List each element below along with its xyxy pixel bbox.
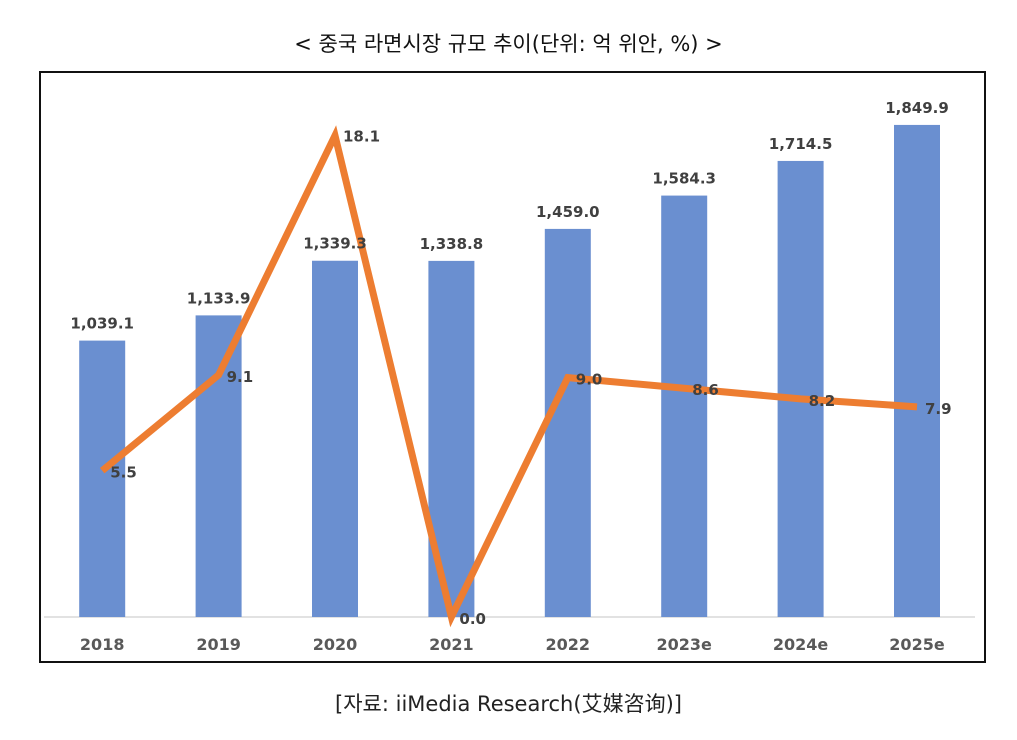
bar-2024e (777, 160, 824, 617)
source-note: [자료: iiMedia Research(艾媒咨询)] (335, 692, 682, 716)
x-tick-2024e: 2024e (773, 635, 829, 654)
bar-2023e (661, 195, 708, 617)
line-label-2021: 0.0 (459, 610, 486, 628)
x-tick-2018: 2018 (80, 635, 125, 654)
bar-2025e (894, 124, 940, 617)
bar-label-2024e: 1,714.5 (769, 135, 833, 153)
bar-label-2023e: 1,584.3 (652, 170, 716, 188)
line-label-2018: 5.5 (110, 464, 137, 482)
chart-frame (39, 71, 986, 663)
bar-2019 (195, 315, 242, 617)
x-tick-2023e: 2023e (657, 635, 713, 654)
bar-label-2022: 1,459.0 (536, 203, 600, 221)
growth-line (99, 125, 918, 628)
line-label-2023e: 8.6 (692, 381, 719, 399)
x-tick-2021: 2021 (429, 635, 474, 654)
bar-label-2020: 1,339.3 (303, 235, 367, 253)
line-label-2022: 9.0 (576, 371, 603, 389)
bar-2020 (312, 260, 358, 617)
x-tick-2019: 2019 (196, 635, 241, 654)
x-tick-2022: 2022 (546, 635, 591, 654)
bar-label-2018: 1,039.1 (70, 315, 134, 333)
bar-2022 (544, 228, 591, 617)
line-label-2019: 9.1 (227, 368, 254, 386)
line-label-2025e: 7.9 (925, 400, 952, 418)
chart: 1,039.1 2018 1,133.9 2019 1,339.3 2020 1,338.8… (39, 71, 986, 663)
line-label-2024e: 8.2 (809, 392, 836, 410)
bar-label-2025e: 1,849.9 (885, 99, 949, 117)
bar-label-2019: 1,133.9 (187, 289, 251, 307)
bar-label-2021: 1,338.8 (420, 235, 484, 253)
x-tick-2020: 2020 (313, 635, 358, 654)
x-tick-2025e: 2025e (889, 635, 945, 654)
line-label-2020: 18.1 (343, 128, 380, 146)
chart-title: < 중국 라면시장 규모 추이(단위: 억 위안, %) > (294, 32, 723, 56)
bar-2018 (79, 340, 126, 617)
